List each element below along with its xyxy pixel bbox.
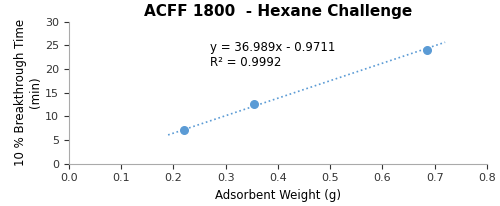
Point <box>250 103 258 106</box>
Title: ACFF 1800  - Hexane Challenge: ACFF 1800 - Hexane Challenge <box>144 4 412 19</box>
Text: y = 36.989x - 0.9711
R² = 0.9992: y = 36.989x - 0.9711 R² = 0.9992 <box>210 41 336 69</box>
X-axis label: Adsorbent Weight (g): Adsorbent Weight (g) <box>215 189 341 202</box>
Y-axis label: 10 % Breakthrough Time
(min): 10 % Breakthrough Time (min) <box>14 19 42 166</box>
Point <box>423 48 431 52</box>
Point <box>180 129 188 132</box>
